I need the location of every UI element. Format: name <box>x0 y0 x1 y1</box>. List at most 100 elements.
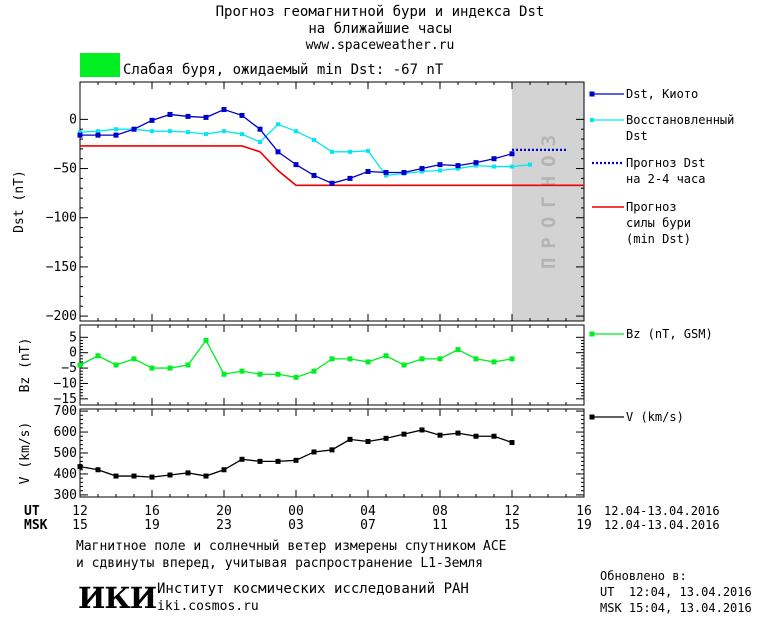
panel-frame-1 <box>79 81 585 322</box>
ut-tick-label: 12 <box>72 504 88 519</box>
dst-kyoto-point <box>167 111 173 117</box>
bz-point <box>257 371 263 377</box>
speed-point <box>131 473 137 479</box>
dst-kyoto-point <box>95 132 101 138</box>
msk-tick-label: 03 <box>288 518 304 533</box>
msk-tick-label: 15 <box>72 518 88 533</box>
speed-legend-label: V (km/s) <box>626 410 684 424</box>
storm-level-indicator <box>80 53 120 77</box>
dst-restored-point <box>96 129 100 134</box>
msk-tick-label: 11 <box>432 518 448 533</box>
dst-kyoto-point <box>275 149 281 155</box>
speed-legend-marker <box>589 414 595 420</box>
y-tick-label: 600 <box>54 425 77 440</box>
bz-point <box>95 353 101 359</box>
dst-kyoto-legend-marker <box>589 91 595 97</box>
y-tick-label: 700 <box>54 404 77 419</box>
institute-name: Институт космических исследований РАН <box>157 581 469 597</box>
bz-point <box>77 362 83 368</box>
bz-point <box>437 356 443 362</box>
y-tick-label: 300 <box>54 488 77 503</box>
dst-kyoto-point <box>491 156 497 162</box>
dst-restored-point <box>114 127 118 132</box>
storm-forecast-line <box>80 145 584 187</box>
y-tick-label: −150 <box>46 260 77 275</box>
dst-restored-point <box>366 148 370 153</box>
y-tick-label: −10 <box>54 376 77 391</box>
y-tick-label: 0 <box>69 112 77 127</box>
y-tick-label: 5 <box>69 330 77 345</box>
dst-restored-point <box>420 169 424 174</box>
dst-restored-point <box>474 163 478 168</box>
storm-status-text: Слабая буря, ожидаемый min Dst: -67 nT <box>123 62 444 78</box>
speed-point <box>455 430 461 436</box>
updated-msk: MSK 15:04, 13.04.2016 <box>600 601 752 615</box>
dst-kyoto-point <box>329 180 335 186</box>
msk-tick-label: 23 <box>216 518 232 533</box>
speed-point <box>437 432 443 438</box>
msk-label: MSK <box>24 518 48 533</box>
source-url[interactable]: www.spaceweather.ru <box>305 38 455 53</box>
dst-restored-point <box>384 173 388 178</box>
dst-restored-point <box>150 129 154 134</box>
y-tick-label: −100 <box>46 211 77 226</box>
dst-kyoto-legend-label: Dst, Киото <box>626 87 698 101</box>
bz-point <box>347 356 353 362</box>
bz-point <box>149 365 155 371</box>
dst-restored-point <box>204 132 208 137</box>
ut-label: UT <box>24 504 40 519</box>
speed-point <box>95 467 101 473</box>
y-tick-label: −15 <box>54 392 77 407</box>
msk-tick-label: 07 <box>360 518 376 533</box>
institute-site[interactable]: iki.cosmos.ru <box>157 599 259 614</box>
dst-kyoto-point <box>437 162 443 168</box>
speed-point <box>491 433 497 439</box>
bz-point <box>239 368 245 374</box>
msk-tick-label: 19 <box>144 518 160 533</box>
dst-kyoto-point <box>257 126 263 132</box>
bz-point <box>455 347 461 353</box>
dst-kyoto-point <box>203 114 209 120</box>
dst-kyoto-point <box>293 162 299 168</box>
speed-point <box>329 447 335 453</box>
panel-frame-3 <box>79 408 585 498</box>
dst-restored-point <box>312 138 316 143</box>
dst-kyoto-point <box>509 151 515 157</box>
bz-point <box>185 362 191 368</box>
speed-point <box>473 433 479 439</box>
bz-legend-label: Bz (nT, GSM) <box>626 327 713 341</box>
dst-restored-point <box>294 129 298 134</box>
speed-point <box>203 473 209 479</box>
storm-forecast-legend-label: (min Dst) <box>626 232 691 246</box>
speed-point <box>239 456 245 462</box>
dst-restored-point <box>276 122 280 127</box>
dst-restored-point <box>222 129 226 134</box>
bz-point <box>473 356 479 362</box>
iki-logo: ИКИ <box>78 581 157 615</box>
speed-point <box>401 431 407 437</box>
dst-forecast-legend-label: на 2-4 часа <box>626 172 705 186</box>
bz-point <box>509 356 515 362</box>
y-tick-label: −5 <box>61 361 77 376</box>
dst-restored-point <box>186 130 190 135</box>
dst-restored-line <box>79 123 531 177</box>
dst-kyoto-point <box>239 112 245 118</box>
dst-restored-point <box>330 149 334 154</box>
speed-point <box>149 474 155 480</box>
bz-point <box>365 359 371 365</box>
dst-restored-point <box>348 149 352 154</box>
chart-title: Прогноз геомагнитной бури и индекса Dst <box>215 4 545 20</box>
dst-restored-legend-label: Восстановленный <box>626 113 734 127</box>
bz-point <box>329 356 335 362</box>
ut-date-range: 12.04-13.04.2016 <box>604 504 720 518</box>
forecast-zone <box>512 82 584 321</box>
chart-subtitle: на ближайшие часы <box>308 21 452 37</box>
dst-forecast-legend-label: Прогноз Dst <box>626 156 705 170</box>
ut-tick-label: 04 <box>360 504 376 519</box>
ut-tick-label: 12 <box>504 504 520 519</box>
speed-point <box>509 440 515 446</box>
y-tick-label: −200 <box>46 309 77 324</box>
y-axis-label: Bz (nT) <box>18 338 33 393</box>
bz-point <box>311 368 317 374</box>
dst-kyoto-point <box>113 132 119 138</box>
